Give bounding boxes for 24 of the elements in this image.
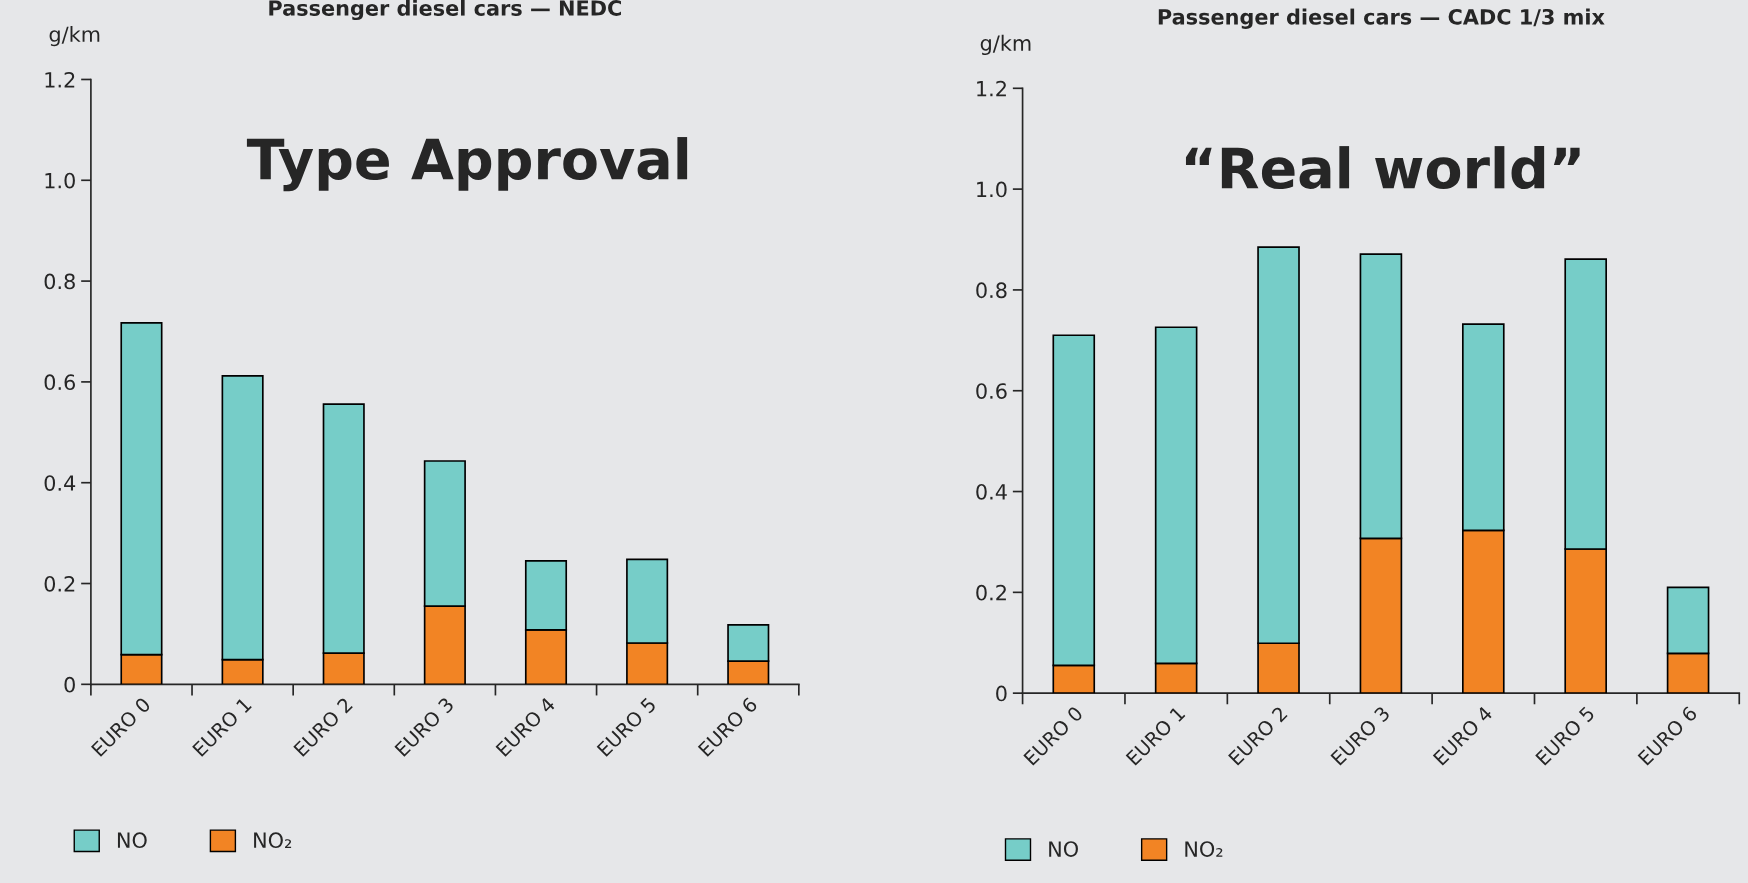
y-tick-label: 0.2	[44, 575, 75, 592]
y-tick-label: 0.4	[976, 483, 1007, 500]
annotation: Type Approval	[246, 137, 688, 192]
y-tick-label: 0.2	[976, 584, 1006, 601]
y-axis-title: g/km	[49, 26, 100, 47]
y-tick-label: 0.4	[44, 475, 76, 491]
y-axis-title: g/km	[980, 34, 1031, 56]
y-tick-label: 0	[64, 676, 75, 693]
y-tick-label: 0.8	[44, 273, 75, 290]
chart-title: Passenger diesel cars — CADC 1/3 mix	[1158, 8, 1605, 29]
y-tick-label: 0	[996, 685, 1007, 702]
legend-label: NO	[117, 832, 147, 849]
y-tick-label: 1.0	[45, 172, 75, 189]
y-tick-label: 1.2	[45, 71, 75, 88]
y-tick-label: 0.6	[976, 383, 1007, 399]
y-tick-label: 1.0	[977, 181, 1007, 198]
y-tick-label: 0.6	[44, 374, 75, 391]
y-tick-label: 1.2	[977, 80, 1006, 97]
annotation: “Real world”	[1185, 146, 1580, 190]
legend-label: NO₂	[1185, 841, 1223, 857]
legend-label: NO	[1049, 841, 1078, 857]
y-tick-label: 0.8	[976, 282, 1007, 299]
legend-label: NO₂	[254, 832, 292, 849]
chart-title: Passenger diesel cars — NEDC	[269, 0, 621, 21]
